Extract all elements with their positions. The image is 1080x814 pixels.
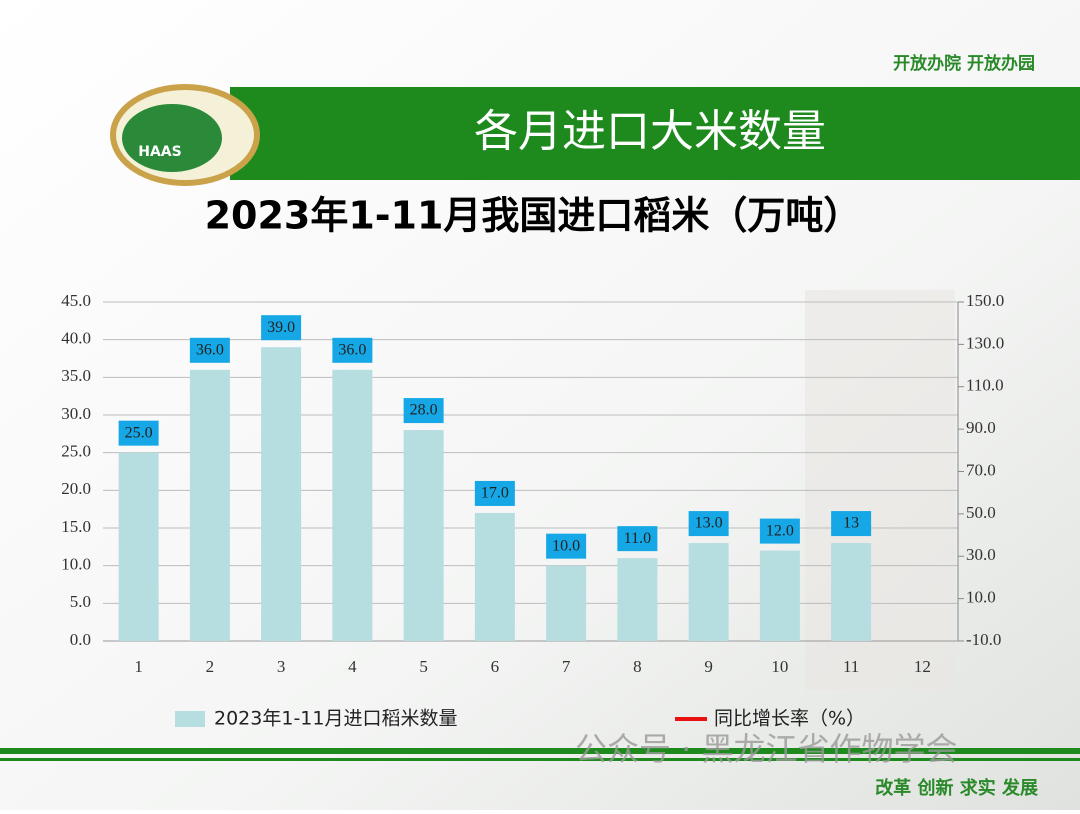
y-tick-label: 30.0 [61, 404, 91, 423]
footer-band-thin [0, 758, 1080, 761]
value-label: 17.0 [481, 485, 509, 502]
logo-text: HAAS [138, 144, 181, 160]
bar [474, 512, 515, 641]
y-tick-label: 20.0 [61, 479, 91, 498]
y-tick-label: 10.0 [61, 555, 91, 574]
value-label-box [332, 337, 373, 363]
value-label: 11.0 [624, 530, 651, 547]
value-label: 36.0 [338, 341, 366, 358]
value-label-box [759, 518, 800, 544]
y2-tick-label: 90.0 [966, 418, 996, 437]
y2-tick-label: 130.0 [966, 333, 1004, 352]
value-label-box [546, 533, 587, 559]
chart-title: 2023年1-11月我国进口稻米（万吨） [205, 194, 862, 238]
value-label-box [617, 526, 658, 552]
value-label: 28.0 [410, 402, 438, 419]
value-label-box [261, 315, 302, 341]
x-tick-label: 6 [491, 657, 500, 676]
value-label: 13 [843, 515, 859, 532]
value-label: 39.0 [267, 319, 295, 336]
motto: 改革 创新 求实 发展 [875, 777, 1039, 799]
y2-tick-label: 150.0 [966, 291, 1004, 310]
bar [261, 347, 302, 641]
value-label: 10.0 [552, 537, 580, 554]
x-tick-label: 4 [348, 657, 357, 676]
x-tick-label: 2 [206, 657, 215, 676]
legend-label: 同比增长率（%） [714, 708, 865, 730]
value-label-box [118, 420, 159, 446]
y2-tick-label: 10.0 [966, 588, 996, 607]
bar [617, 558, 658, 641]
y-tick-label: 25.0 [61, 442, 91, 461]
value-label-box [474, 480, 515, 506]
y2-tick-label: 110.0 [966, 376, 1004, 395]
banner [230, 87, 1080, 180]
value-label: 12.0 [766, 522, 794, 539]
value-label-box [831, 511, 872, 537]
value-label: 36.0 [196, 341, 224, 358]
bar [118, 452, 159, 641]
y2-tick-label: 30.0 [966, 545, 996, 564]
value-label-box [688, 511, 729, 537]
x-tick-label: 12 [914, 657, 931, 676]
footer-band [0, 748, 1080, 754]
y-tick-label: 35.0 [61, 366, 91, 385]
value-label-box [403, 398, 444, 424]
legend-swatch [175, 711, 205, 727]
x-tick-label: 1 [134, 657, 143, 676]
y-tick-label: 0.0 [70, 630, 91, 649]
bar [546, 565, 587, 641]
y-tick-label: 15.0 [61, 517, 91, 536]
x-tick-label: 9 [704, 657, 713, 676]
y-tick-label: 45.0 [61, 291, 91, 310]
slogan: 开放办院 开放办园 [893, 53, 1035, 74]
x-tick-label: 10 [771, 657, 788, 676]
banner-title: 各月进口大米数量 [474, 106, 826, 157]
x-tick-label: 8 [633, 657, 642, 676]
logo-map [122, 104, 222, 172]
bar [688, 543, 729, 641]
y-tick-label: 40.0 [61, 329, 91, 348]
bar [759, 550, 800, 641]
bar [403, 430, 444, 641]
y2-tick-label: 70.0 [966, 460, 996, 479]
y2-tick-label: -10.0 [966, 630, 1001, 649]
y-tick-label: 5.0 [70, 592, 91, 611]
x-tick-label: 3 [277, 657, 286, 676]
y2-tick-label: 50.0 [966, 503, 996, 522]
bar [831, 543, 872, 641]
value-label-box [189, 337, 230, 363]
bar [332, 369, 373, 641]
bar [189, 369, 230, 641]
x-tick-label: 11 [843, 657, 859, 676]
watermark: 公众号 · 黑龙江省作物学会 [575, 730, 958, 768]
value-label: 13.0 [695, 515, 723, 532]
x-tick-label: 5 [419, 657, 428, 676]
value-label: 25.0 [125, 424, 153, 441]
x-tick-label: 7 [562, 657, 571, 676]
legend-label: 2023年1-11月进口稻米数量 [214, 708, 457, 730]
